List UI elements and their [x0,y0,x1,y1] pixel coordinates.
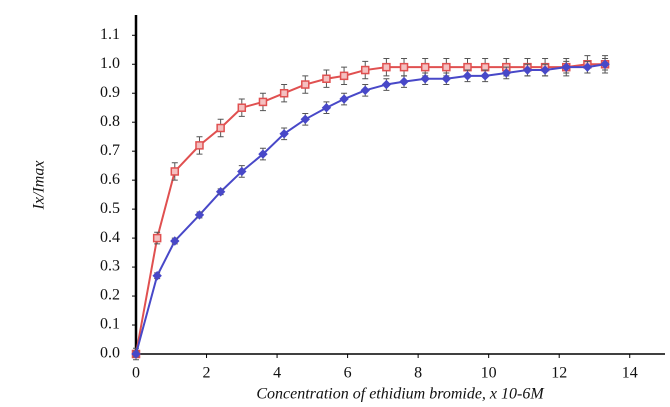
point [237,166,247,177]
point [339,94,349,104]
point [381,79,392,90]
y-tick-label: 1.1 [100,26,120,43]
point [360,85,370,96]
point [194,210,205,220]
y-tick-label: 0.7 [100,142,120,159]
point [360,65,370,75]
y-tick-label: 0.9 [100,84,120,101]
y-tick-label: 0.8 [100,113,120,130]
point [301,80,310,89]
point [420,62,430,72]
y-tick-label: 0.0 [100,345,120,362]
x-tick-label: 8 [414,365,422,382]
y-tick-label: 0.5 [100,200,120,217]
point [216,123,225,133]
point [170,167,180,176]
point [540,65,550,75]
point [501,68,512,78]
x-tick-label: 10 [481,365,497,382]
point [442,62,451,72]
point [420,74,430,84]
x-tick-label: 4 [273,365,281,382]
y-axis-label: Ix/Imax [31,161,48,211]
y-tick-label: 0.4 [100,229,120,246]
x-axis-label: Concentration of ethidium bromide, x 10-… [256,386,545,403]
point [258,97,268,107]
point [462,71,473,81]
point [382,62,391,72]
point [561,62,571,72]
x-tick-label: 2 [203,365,211,382]
x-tick-label: 6 [344,365,352,382]
point [441,74,452,84]
y-tick-label: 1.0 [100,55,120,72]
point [131,349,141,359]
point [279,88,289,98]
point [321,103,332,113]
y-tick-label: 0.6 [100,171,120,188]
point [237,103,247,112]
series-line [135,63,606,355]
x-tick-label: 14 [622,365,638,382]
point [300,114,310,125]
point [258,149,268,159]
point [480,71,490,81]
x-tick-label: 12 [551,365,567,382]
y-tick-label: 0.1 [100,316,120,333]
point [322,74,331,83]
point [170,236,180,246]
y-tick-label: 0.2 [100,287,120,304]
point [399,76,409,87]
point [339,71,349,81]
x-tick-label: 0 [132,365,140,382]
series-line [135,63,606,355]
point [195,141,204,150]
point [600,59,610,69]
point [152,271,162,281]
point [582,62,593,72]
point [522,65,533,75]
point [152,233,162,243]
point [215,187,226,197]
point [399,62,409,72]
y-tick-label: 0.3 [100,258,120,275]
point [279,129,289,139]
